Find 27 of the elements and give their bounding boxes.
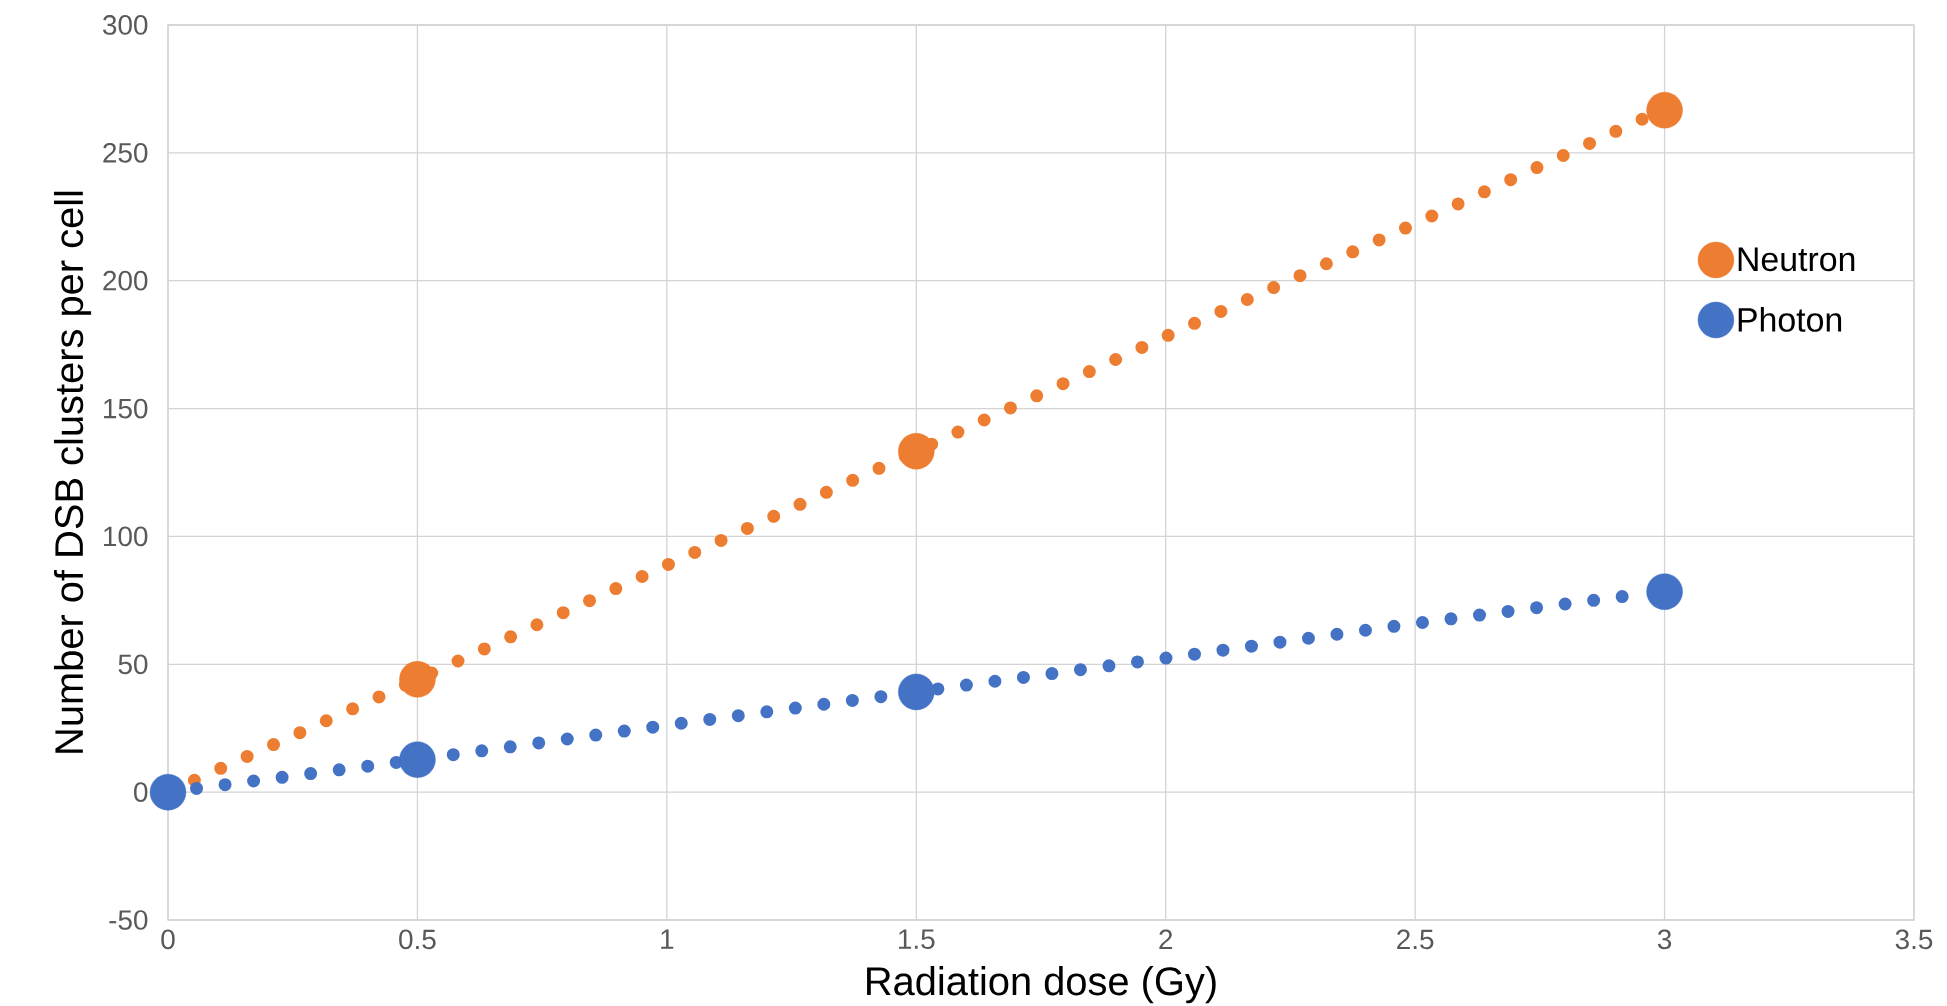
x-tick-label: 1.5 [899,929,935,949]
y-tick-label: 250 [103,142,148,163]
x-axis-title: Radiation dose (Gy) [867,966,1216,1004]
y-tick-label: 150 [104,398,148,419]
point [1646,91,1683,129]
x-tick-label: 0.5 [399,929,436,950]
y-tick-label: 0 [134,782,148,803]
x-tick-label: 3.5 [1895,929,1933,950]
y-tick-label: 200 [103,270,148,291]
point [399,661,436,698]
y-tick-label: 300 [103,15,148,35]
point [1646,573,1683,610]
point [898,433,935,470]
x-tick-label: 0 [161,929,175,950]
y-tick-label: -50 [109,910,148,930]
x-tick-label: 2 [1159,929,1173,949]
x-tick-label: 1 [661,929,674,949]
legend-label: Photon [1738,306,1842,332]
y-axis-title: Number of DSB clusters per cell [53,191,92,753]
y-tick-label: 50 [118,654,148,675]
point [898,673,935,711]
point [399,741,436,778]
point [149,773,187,811]
x-tick-label: 2.5 [1397,929,1434,950]
x-tick-label: 3 [1657,929,1672,950]
y-tick-label: 100 [104,526,148,547]
legend-label: Neutron [1738,247,1855,272]
